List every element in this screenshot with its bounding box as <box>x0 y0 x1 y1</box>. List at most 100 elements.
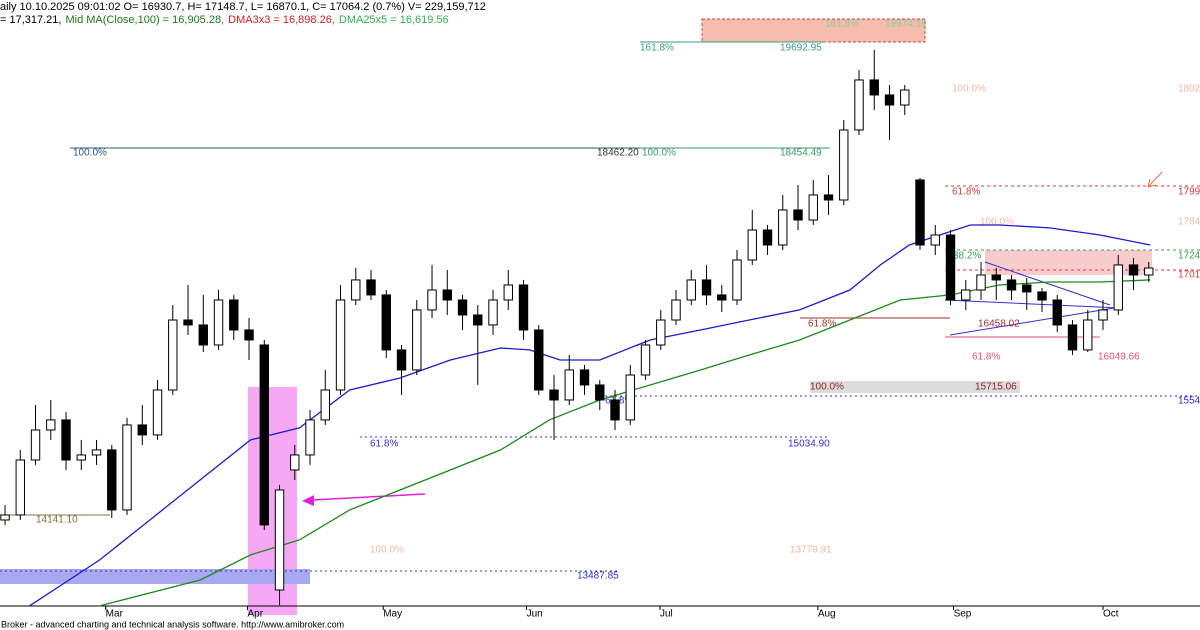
candle-body <box>488 299 498 326</box>
candle-body <box>76 454 86 461</box>
candle-body <box>930 234 940 246</box>
marker-arrow <box>1147 171 1163 188</box>
candle-body <box>122 424 132 511</box>
candle-body <box>91 449 102 456</box>
candle-body <box>732 259 742 301</box>
candle-body <box>778 209 788 246</box>
candle-body <box>671 299 681 321</box>
annotation: 15715.06 <box>975 382 1017 393</box>
candle-body <box>976 274 986 291</box>
trend-line <box>949 306 1121 336</box>
annotation: 18462.20 <box>597 148 639 159</box>
annotation: 61.8% <box>972 352 1000 363</box>
candle-body <box>518 284 529 331</box>
candle-body <box>183 319 193 326</box>
candle-body <box>1144 267 1154 276</box>
candle-body <box>823 194 834 201</box>
annotation: 100.0% <box>370 545 404 556</box>
annotation: 1784 <box>1178 217 1200 228</box>
candle-body <box>640 344 651 376</box>
candle-body <box>808 194 818 221</box>
candle-body <box>320 389 330 421</box>
candle-body <box>15 459 25 516</box>
annotation: 161.8% <box>825 19 859 30</box>
annotation: 1799 <box>1178 187 1200 198</box>
candle-body <box>442 289 452 301</box>
arrow <box>311 493 426 501</box>
annotation: 61.8% <box>808 319 836 330</box>
annotation: 16049.66 <box>1098 352 1140 363</box>
annotation: 161.8% <box>640 43 674 54</box>
annotation: 14141.10 <box>36 515 78 526</box>
candle-body <box>30 429 41 461</box>
candle-body <box>396 349 407 371</box>
candle-body <box>457 299 468 316</box>
candle-body <box>579 369 590 386</box>
drawing-tools <box>0 18 1200 615</box>
annotation: 100.0% <box>952 84 986 95</box>
zone-box <box>985 250 1152 275</box>
annotation: 13779.91 <box>790 545 832 556</box>
candle-body <box>198 324 208 346</box>
x-tick-label: Aug <box>818 609 836 620</box>
candle-body <box>107 449 117 511</box>
annotation: 100.0% <box>810 382 844 393</box>
annotation: 38.2% <box>953 251 981 262</box>
candle-body <box>534 329 544 391</box>
highlight-band <box>0 569 310 584</box>
candle-body <box>137 424 147 436</box>
annotation: 16458.02 <box>978 319 1020 330</box>
footer: Broker - advanced charting and technical… <box>1 619 344 629</box>
candle-body <box>839 129 849 201</box>
candle-body <box>1037 291 1047 301</box>
candle-body <box>686 279 696 301</box>
annotation: 100.0% <box>980 217 1014 228</box>
x-tick-label: Jul <box>660 609 673 620</box>
header-line: aily 10.10.2025 09:01:02 O= 16930.7, H= … <box>0 1 486 13</box>
candle-body <box>945 234 956 301</box>
candle-body <box>900 89 910 106</box>
candle-body <box>427 289 437 311</box>
candle-body <box>1006 279 1017 291</box>
candle-body <box>656 319 666 346</box>
candle-body <box>915 179 925 246</box>
zone-box <box>810 381 1020 393</box>
x-tick-label: Oct <box>1103 609 1119 620</box>
candle-body <box>335 299 346 391</box>
annotation: 15034.90 <box>788 439 830 450</box>
annotation: 13487.85 <box>577 571 619 582</box>
arrow-head <box>302 495 314 506</box>
candle-body <box>61 419 71 461</box>
candle-body <box>884 94 895 106</box>
candle-body <box>259 344 269 526</box>
candle-body <box>610 399 620 421</box>
candle-body <box>549 389 559 401</box>
candle-body <box>305 419 315 456</box>
candle-body <box>1113 264 1123 311</box>
header-segment: DMA3x3 = 16,898.26, <box>228 14 335 26</box>
candle-body <box>961 289 971 301</box>
x-tick-label: Sep <box>954 609 972 620</box>
candle-body <box>168 319 178 391</box>
candle-body <box>46 419 56 431</box>
candle-body <box>0 514 10 521</box>
candle-body <box>290 454 300 471</box>
candle-body <box>1022 284 1032 293</box>
candle-body <box>244 329 254 341</box>
annotation: 1554 <box>1178 396 1200 407</box>
candle-body <box>717 294 727 301</box>
annotation: 1701 <box>1178 270 1200 281</box>
candle-body <box>503 284 513 301</box>
annotation: 61.8% <box>370 439 398 450</box>
candle-body <box>213 299 224 346</box>
trend-line <box>984 261 1111 306</box>
header-line: = 17,317.21, Mid MA(Close,100) = 16,905.2… <box>0 14 449 26</box>
candle-body <box>595 384 605 401</box>
candle-body <box>152 389 163 436</box>
header-segment: = 17,317.21, <box>0 14 61 26</box>
x-tick-label: Apr <box>248 609 264 620</box>
candle-body <box>991 274 1001 281</box>
candle-body <box>412 309 422 371</box>
